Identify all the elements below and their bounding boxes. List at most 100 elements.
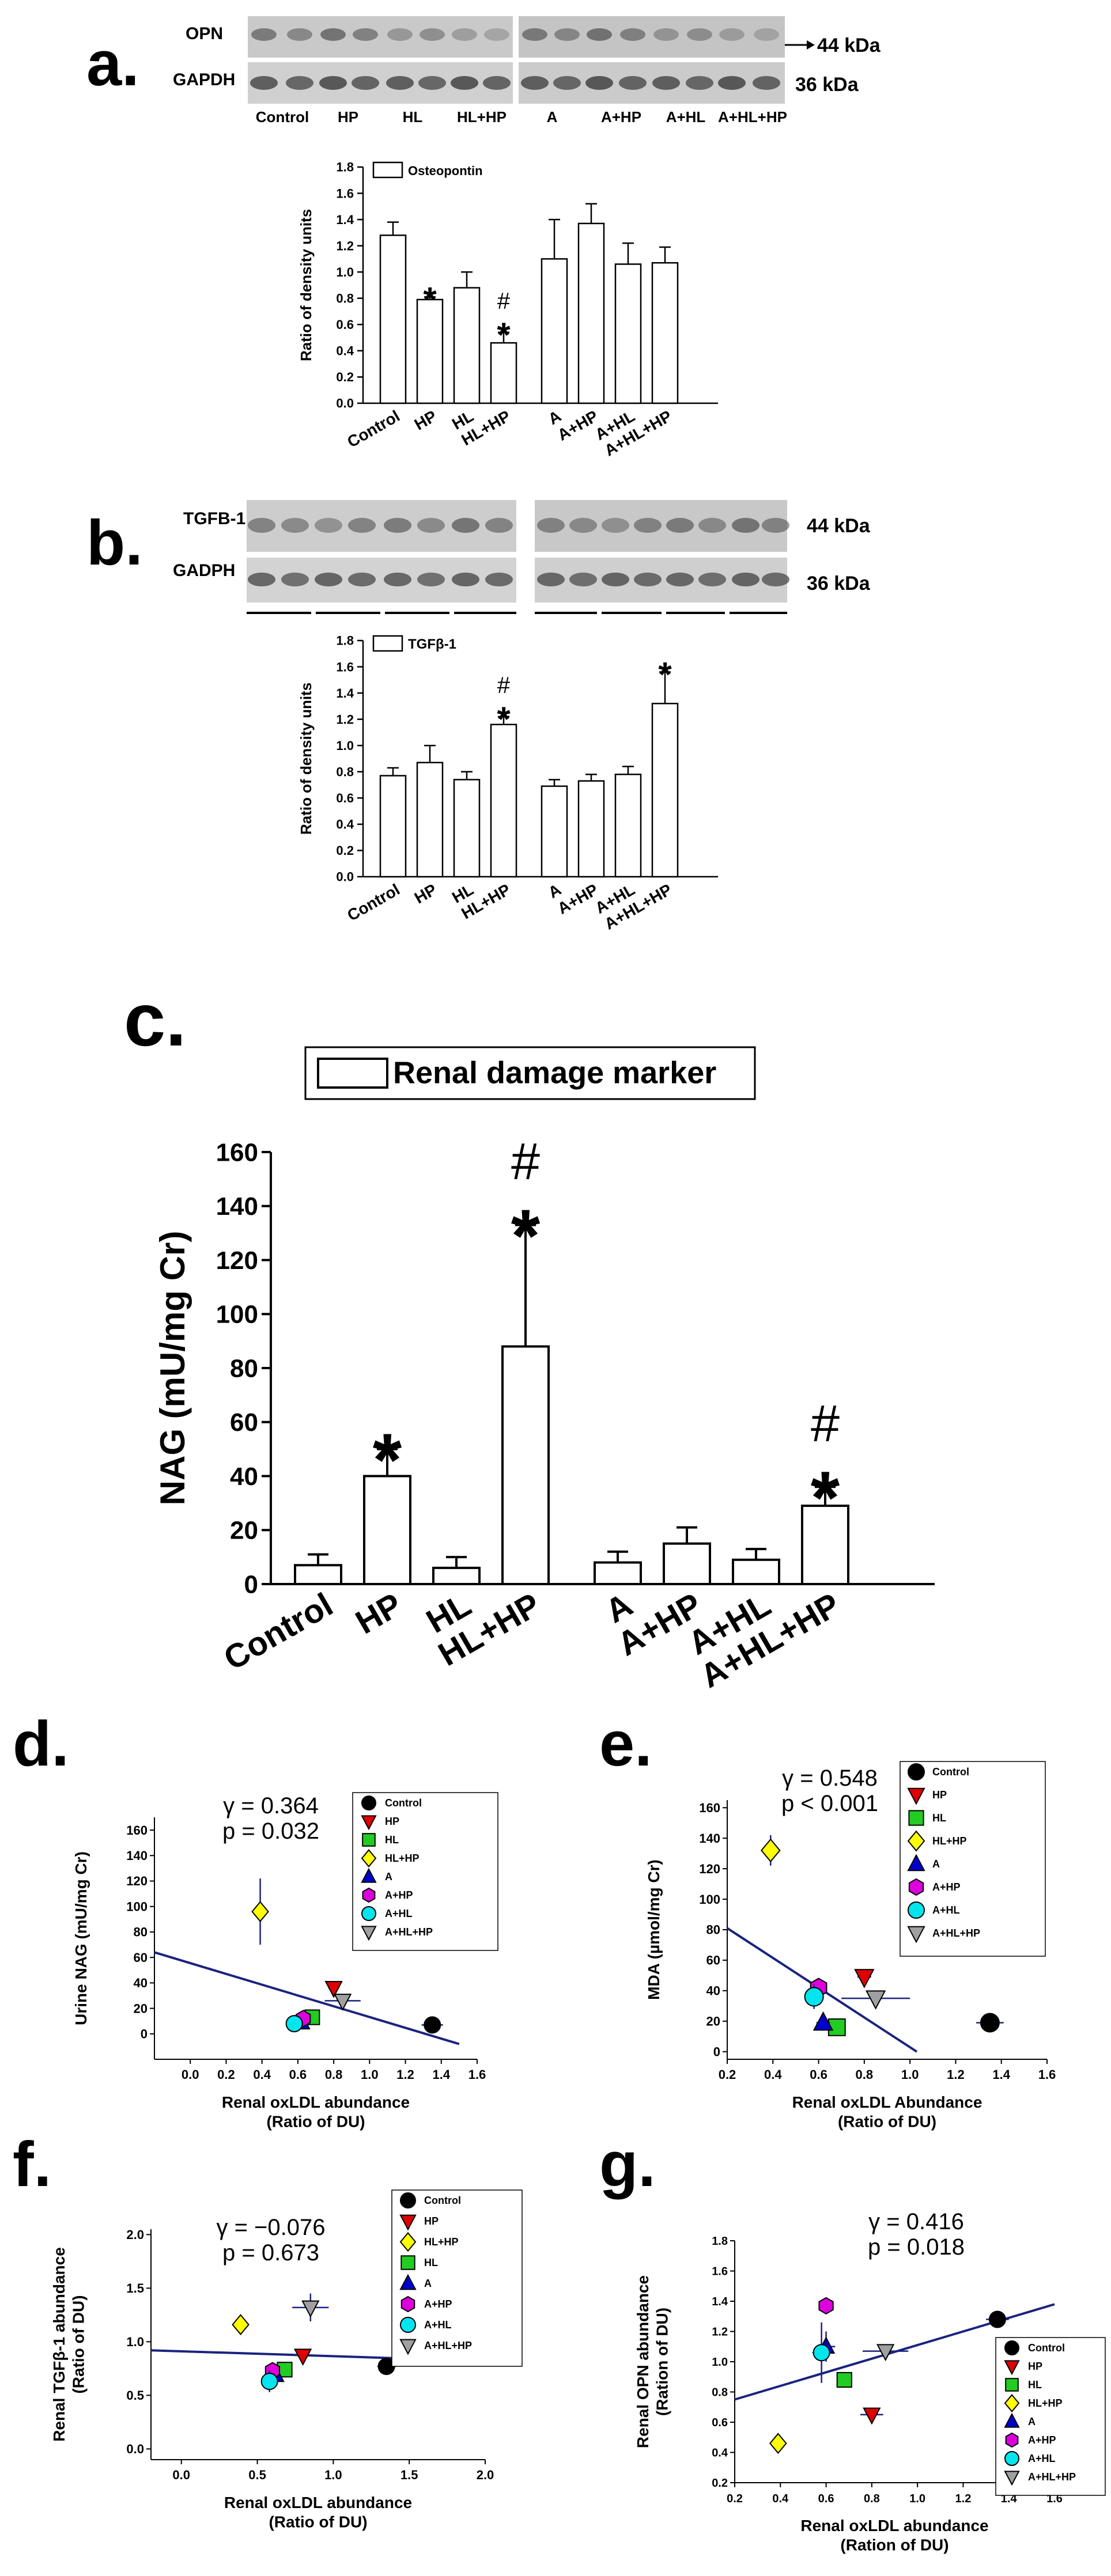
- significance-star: *: [423, 281, 437, 319]
- x-axis-label: Renal oxLDL abundance: [800, 2517, 988, 2535]
- stat-gamma: γ = 0.548: [782, 1766, 878, 1791]
- blot-band: [587, 28, 612, 41]
- blot-band: [554, 28, 580, 41]
- blot-b-row-gadph: GADPH: [173, 561, 235, 580]
- blot-band: [698, 573, 726, 586]
- marker: [361, 1795, 376, 1810]
- legend-label: Control: [424, 2195, 461, 2206]
- blot-band: [753, 76, 780, 90]
- y-tick-label: 120: [126, 1874, 148, 1888]
- blot-a-opn-left: [248, 16, 513, 58]
- x-axis-label: (Ratio of DU): [269, 2513, 367, 2531]
- y-tick-label: 0: [244, 1570, 258, 1598]
- blot-band: [718, 76, 746, 90]
- legend-label: A+HL: [385, 1908, 413, 1919]
- blot-band: [732, 573, 759, 586]
- blot-band: [719, 28, 745, 41]
- marker: [1004, 2360, 1020, 2376]
- marker: [399, 2232, 417, 2252]
- legend-label: A+HP: [1028, 2434, 1056, 2446]
- blot-band: [417, 518, 445, 533]
- lane-label: Control: [256, 108, 309, 126]
- bar: [663, 1542, 711, 1585]
- bar: [541, 258, 568, 404]
- marker: [836, 2372, 852, 2388]
- legend-label: HP: [932, 1789, 947, 1801]
- marker: [988, 2310, 1006, 2328]
- x-tick-label: 0.8: [325, 2067, 343, 2082]
- legend-frame: [352, 1792, 498, 1951]
- legend-label: Control: [1028, 2342, 1065, 2354]
- y-tick-label: 40: [230, 1463, 258, 1491]
- y-axis-label: Renal OPN abundance: [634, 2275, 652, 2448]
- marker: [1005, 2432, 1019, 2448]
- legend-label: A+HL: [424, 2319, 452, 2331]
- legend-label: HL: [932, 1812, 946, 1824]
- x-tick-label: 0.4: [764, 2067, 782, 2082]
- blot-band: [452, 28, 477, 41]
- legend-label: A+HL+HP: [1028, 2471, 1076, 2483]
- marker: [399, 2274, 417, 2290]
- blot-band: [585, 76, 613, 90]
- x-tick-label: 0.5: [248, 2468, 266, 2482]
- legend-swatch: [372, 635, 403, 652]
- y-tick-label: 0: [141, 2026, 148, 2041]
- blot-a-row-opn: OPN: [186, 24, 223, 43]
- blot-band: [652, 76, 680, 90]
- chart-f: 0.0 0.5 1.0 1.5 2.0 0.0 0.5 1.0 1.5 2.0 γ = −0.076…: [50, 2189, 523, 2531]
- x-axis-label: Renal oxLDL Abundance: [792, 2093, 982, 2111]
- x-tick-label: 1.0: [909, 2492, 925, 2505]
- marker: [424, 2016, 441, 2034]
- blot-band: [451, 76, 478, 90]
- blot-b-bands: [248, 518, 789, 586]
- y-tick-label: 1.6: [336, 660, 354, 674]
- marker: [400, 2317, 416, 2333]
- x-tick-label: 0.2: [727, 2492, 743, 2505]
- marker: [362, 1887, 376, 1903]
- marker: [361, 1815, 377, 1831]
- blot-band: [286, 76, 313, 90]
- bar: [294, 1564, 342, 1585]
- y-tick-label: 1.8: [336, 160, 354, 175]
- blot-a-bands: [250, 28, 780, 90]
- legend-label: TGFβ-1: [408, 637, 456, 652]
- marker: [908, 1763, 925, 1781]
- blot-band: [348, 573, 376, 586]
- blot-band: [315, 518, 342, 533]
- lane-label: HP: [338, 108, 358, 126]
- bar: [379, 775, 407, 878]
- legend-label: A: [932, 1858, 940, 1870]
- y-tick-label: 1.0: [126, 2335, 144, 2349]
- legend-label: HL: [424, 2257, 438, 2268]
- x-tick-label: 0.0: [172, 2468, 190, 2482]
- y-tick-label: 1.0: [336, 738, 354, 753]
- blot-a-lane-labels: Control HP HL HL+HP A A+HP A+HL A+HL+HP: [256, 108, 787, 126]
- marker: [399, 2214, 417, 2231]
- x-tick-label: 0.6: [810, 2067, 827, 2082]
- bar: [577, 780, 605, 878]
- blot-band: [521, 76, 549, 90]
- x-tick-label: 0.4: [253, 2067, 271, 2082]
- panel-a: a. OPN GAPDH 44 kDa 36 kDa Control HP HL…: [86, 16, 881, 460]
- y-tick-label: 100: [216, 1301, 258, 1329]
- legend-label: Control: [385, 1797, 422, 1809]
- blot-b-size-44: 44 kDa: [807, 515, 871, 537]
- lane-label: HL+HP: [457, 108, 507, 126]
- panel-b-letter: b.: [86, 507, 143, 578]
- significance-star: *: [511, 1194, 541, 1278]
- blot-band: [522, 28, 547, 41]
- y-tick-label: 100: [126, 1899, 148, 1914]
- legend-label: HL: [385, 1834, 399, 1846]
- blot-band: [485, 573, 513, 586]
- panel-d-letter: d.: [13, 1709, 69, 1779]
- y-tick-label: 1.6: [712, 2266, 728, 2278]
- blot-band: [320, 28, 346, 41]
- blot-band: [620, 28, 645, 41]
- panel-b: b. TGFB-1 GADPH 44 kDa 36 kDa 0.0 0.2 0.4 0…: [86, 500, 871, 933]
- blot-band: [384, 518, 411, 533]
- blot-band: [485, 518, 513, 533]
- marker: [1004, 2412, 1020, 2428]
- bar: [453, 779, 481, 878]
- blot-band: [417, 573, 445, 586]
